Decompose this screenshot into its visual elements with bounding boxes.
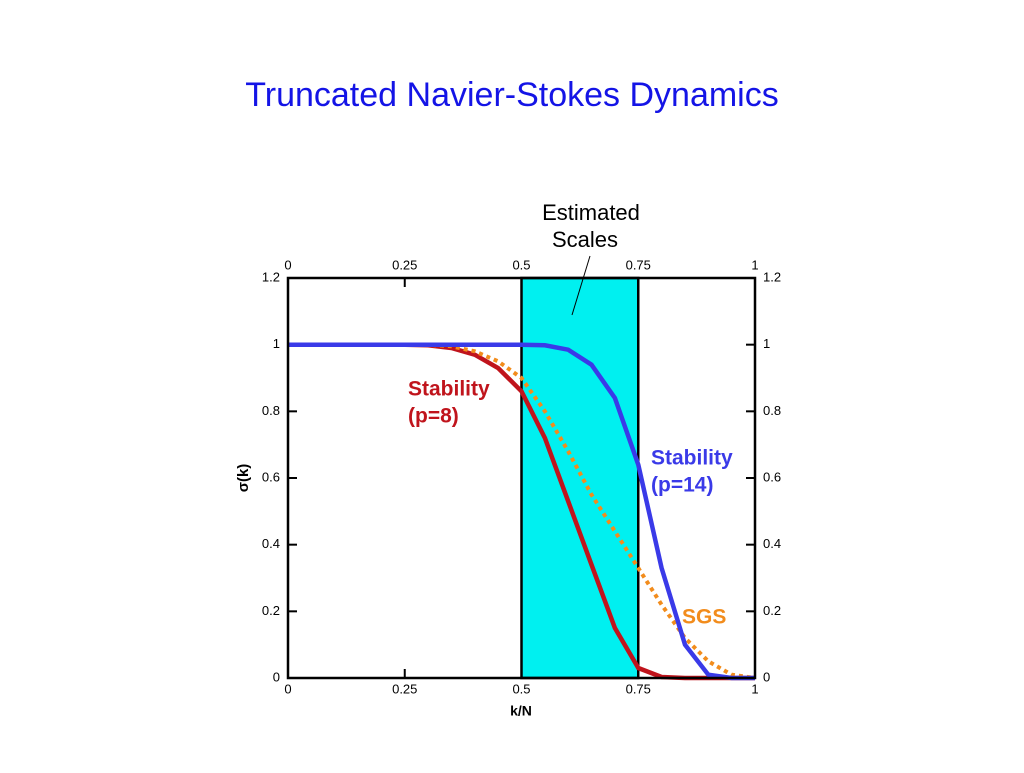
x-tick-label: 0.75: [626, 681, 651, 696]
shaded-region: [520, 276, 640, 680]
y-tick-label-right: 0.8: [763, 403, 781, 418]
x-tick-label: 1: [751, 681, 758, 696]
x-tick-label: 0.5: [512, 681, 530, 696]
y-axis-label: σ(k): [235, 464, 252, 493]
x-tick-label-top: 0.75: [626, 257, 651, 272]
y-tick-label-right: 0: [763, 669, 770, 684]
series-line: [288, 342, 756, 680]
annotation: Scales: [552, 227, 618, 252]
x-axis-label: k/N: [510, 703, 532, 719]
y-tick-label-right: 0.4: [763, 536, 781, 551]
x-tick-label-top: 0.25: [392, 257, 417, 272]
y-tick-label: 1.2: [262, 269, 280, 284]
y-tick-label-right: 1: [763, 336, 770, 351]
x-tick-label-top: 1: [751, 257, 758, 272]
annotation-pointer: [571, 255, 591, 316]
series-label: SGS: [682, 606, 726, 629]
x-tick-label: 0.25: [392, 681, 417, 696]
chart-title: Truncated Navier-Stokes Dynamics: [245, 76, 778, 114]
y-tick-label: 0.2: [262, 603, 280, 618]
series-line: [288, 342, 755, 681]
y-tick-label-right: 0.2: [763, 603, 781, 618]
series-label: (p=8): [408, 405, 459, 428]
series-label: Stability: [651, 447, 733, 470]
y-tick-label: 0.8: [262, 403, 280, 418]
y-tick-label: 0: [273, 669, 280, 684]
series-label: Stability: [408, 378, 490, 401]
y-tick-label: 1: [273, 336, 280, 351]
y-tick-label-right: 1.2: [763, 269, 781, 284]
annotation: Estimated: [542, 200, 640, 225]
x-tick-label-top: 0.5: [512, 257, 530, 272]
x-tick-label-top: 0: [284, 257, 291, 272]
plot-frame: [286, 276, 757, 680]
series-label: (p=14): [651, 474, 713, 497]
y-tick-label: 0.4: [262, 536, 280, 551]
y-tick-label-right: 0.6: [763, 469, 781, 484]
y-tick-label: 0.6: [262, 469, 280, 484]
x-tick-label: 0: [284, 681, 291, 696]
